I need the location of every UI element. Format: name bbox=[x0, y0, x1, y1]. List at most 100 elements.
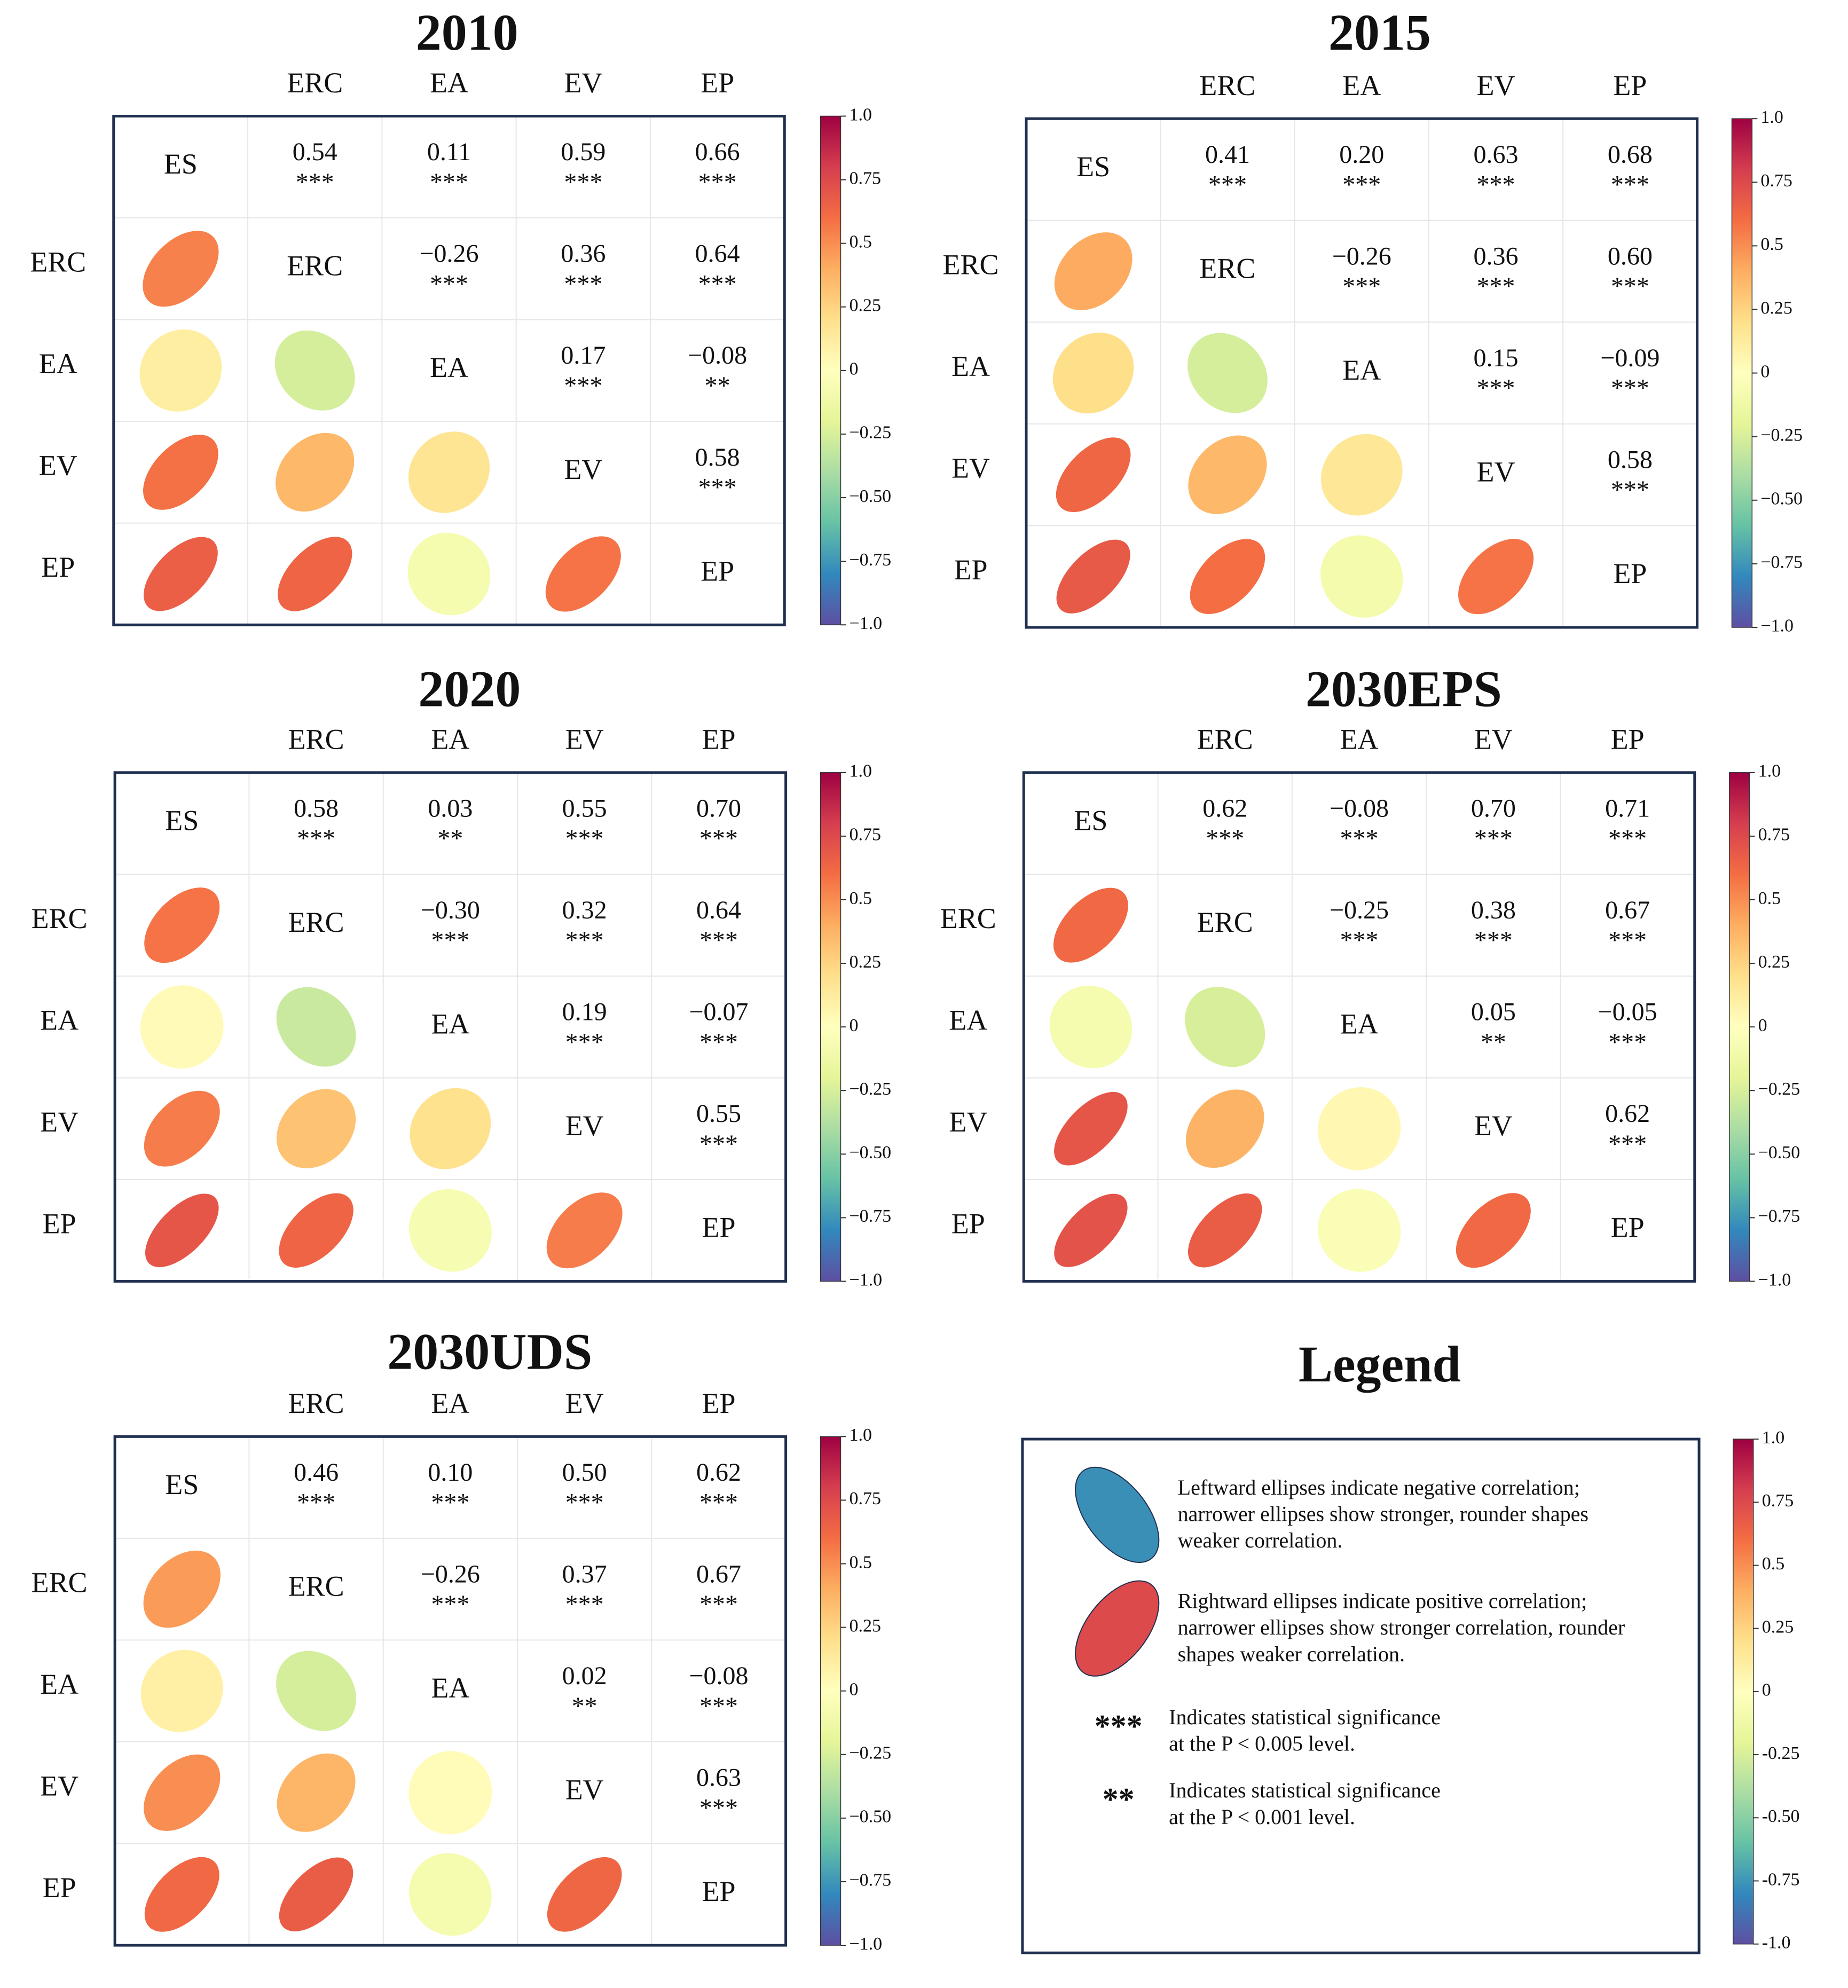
column-label: EP bbox=[702, 723, 735, 755]
panel-border bbox=[112, 114, 786, 626]
correlation-ellipse bbox=[1190, 539, 1265, 614]
legend-sig3-symbol: *** bbox=[1095, 1709, 1143, 1744]
correlation-value: 0.17 bbox=[561, 341, 605, 370]
legend-title: Legend bbox=[1299, 1335, 1461, 1393]
correlation-ellipse bbox=[1317, 1087, 1401, 1170]
panel-colorbar-tick-label: 0.75 bbox=[1760, 171, 1792, 191]
panel-colorbar-tick-label: −0.75 bbox=[1758, 1206, 1800, 1226]
significance-marker: *** bbox=[1474, 824, 1513, 853]
correlation-ellipse bbox=[545, 536, 621, 612]
significance-marker: *** bbox=[565, 926, 604, 955]
correlation-value: 0.60 bbox=[1608, 242, 1653, 270]
row-label: EP bbox=[41, 551, 75, 583]
correlation-ellipse bbox=[1458, 539, 1534, 615]
panel-border bbox=[113, 1435, 788, 1947]
correlation-ellipse bbox=[140, 985, 224, 1069]
panel-colorbar-tick-label: 0.25 bbox=[849, 296, 881, 316]
panel-colorbar-tick-label: 1.0 bbox=[849, 1425, 872, 1445]
correlation-value: 0.66 bbox=[695, 138, 740, 166]
row-label: EP bbox=[954, 554, 987, 586]
column-label: EV bbox=[564, 67, 602, 99]
panel-colorbar-tick-label: 0.25 bbox=[849, 1616, 881, 1636]
panel-colorbar-tick-label: −0.50 bbox=[1758, 1143, 1800, 1162]
significance-marker: ** bbox=[572, 1692, 597, 1720]
correlation-ellipse bbox=[143, 1550, 221, 1628]
panel-colorbar bbox=[820, 772, 842, 1282]
significance-marker: *** bbox=[564, 372, 602, 400]
correlation-value: −0.26 bbox=[1332, 242, 1391, 270]
significance-marker: *** bbox=[1342, 171, 1381, 199]
correlation-ellipse bbox=[1054, 232, 1133, 310]
correlation-ellipse bbox=[1054, 1193, 1128, 1267]
row-label: EP bbox=[43, 1208, 76, 1240]
correlation-value: −0.25 bbox=[1330, 896, 1389, 924]
diagonal-label: EA bbox=[430, 351, 468, 383]
diagonal-label: EA bbox=[431, 1008, 469, 1040]
legend-colorbar-tick-label: -0.75 bbox=[1762, 1869, 1800, 1889]
diagonal-label: EV bbox=[564, 453, 602, 485]
column-label: EA bbox=[430, 67, 468, 99]
row-label: EV bbox=[40, 1770, 78, 1802]
correlation-value: 0.70 bbox=[1471, 794, 1516, 822]
correlation-ellipse bbox=[1188, 435, 1267, 514]
column-label: EA bbox=[1342, 69, 1381, 101]
correlation-value: 0.41 bbox=[1205, 140, 1250, 169]
correlation-ellipse bbox=[144, 887, 220, 963]
column-label: EP bbox=[1613, 69, 1647, 101]
panel-colorbar-tick-label: 0.25 bbox=[1760, 298, 1792, 318]
correlation-value: 0.62 bbox=[1202, 794, 1247, 822]
diagonal-label: EP bbox=[1611, 1212, 1645, 1244]
significance-marker: *** bbox=[1477, 171, 1515, 199]
panel-colorbar-tick-label: 1.0 bbox=[1758, 761, 1781, 781]
significance-marker: *** bbox=[699, 1692, 738, 1720]
panel-colorbar-tick-label: −1.0 bbox=[849, 1270, 882, 1290]
panel-colorbar-tick-label: 0.5 bbox=[849, 889, 872, 908]
panel-colorbar-tick-label: −0.50 bbox=[849, 1807, 891, 1827]
panel-border bbox=[1025, 117, 1698, 629]
diagonal-label: ERC bbox=[1197, 906, 1253, 938]
correlation-value: 0.58 bbox=[294, 794, 339, 822]
correlation-value: 0.15 bbox=[1474, 344, 1519, 372]
column-label: EV bbox=[1477, 69, 1515, 101]
significance-marker: *** bbox=[430, 270, 468, 298]
correlation-value: −0.05 bbox=[1598, 998, 1657, 1026]
correlation-ellipse bbox=[145, 1193, 219, 1268]
panel-colorbar-tick-label: −0.25 bbox=[849, 1743, 891, 1763]
legend-colorbar-tick-label: -1.0 bbox=[1762, 1932, 1791, 1952]
legend-negative-text: narrower ellipses show stronger, rounder… bbox=[1178, 1502, 1589, 1526]
column-label: ERC bbox=[288, 1387, 344, 1419]
correlation-ellipse bbox=[1456, 1193, 1531, 1268]
significance-marker: *** bbox=[1611, 272, 1649, 301]
diagonal-label: EV bbox=[565, 1110, 604, 1142]
row-label: EA bbox=[39, 348, 77, 380]
correlation-ellipse bbox=[1054, 1091, 1128, 1166]
diagonal-label: ERC bbox=[288, 1570, 344, 1602]
correlation-ellipse bbox=[278, 537, 352, 611]
legend-colorbar-tick-label: 0.5 bbox=[1762, 1554, 1785, 1574]
diagonal-label: ES bbox=[165, 804, 199, 836]
panel-colorbar bbox=[1731, 118, 1753, 628]
correlation-ellipse bbox=[1317, 1189, 1401, 1272]
correlation-ellipse bbox=[144, 1754, 221, 1831]
column-label: EA bbox=[431, 723, 469, 755]
panel-colorbar-tick-label: 0.75 bbox=[1758, 825, 1790, 845]
correlation-ellipse bbox=[277, 1753, 356, 1832]
correlation-ellipse bbox=[144, 1857, 219, 1932]
correlation-value: 0.68 bbox=[1608, 140, 1653, 169]
column-label: ERC bbox=[1199, 69, 1255, 101]
correlation-value: −0.26 bbox=[421, 1560, 480, 1589]
legend-negative-text: weaker correlation. bbox=[1178, 1528, 1343, 1552]
diagonal-label: EV bbox=[565, 1774, 604, 1806]
correlation-panel-2030UDS: 2030UDS ERC EA EV EP ERC EA EV EP ES ERC EA EV EP 0.46… bbox=[32, 1323, 892, 1953]
significance-marker: *** bbox=[431, 926, 469, 955]
column-label: EV bbox=[565, 723, 604, 755]
panel-colorbar-tick-label: −0.75 bbox=[1760, 553, 1803, 572]
significance-marker: *** bbox=[564, 270, 602, 298]
panel-colorbar-tick-label: 0 bbox=[1758, 1016, 1767, 1035]
correlation-ellipse bbox=[408, 1189, 492, 1272]
row-label: ERC bbox=[942, 248, 998, 280]
row-label: EA bbox=[40, 1004, 78, 1036]
correlation-ellipse bbox=[143, 435, 218, 510]
significance-marker: *** bbox=[297, 1489, 335, 1517]
